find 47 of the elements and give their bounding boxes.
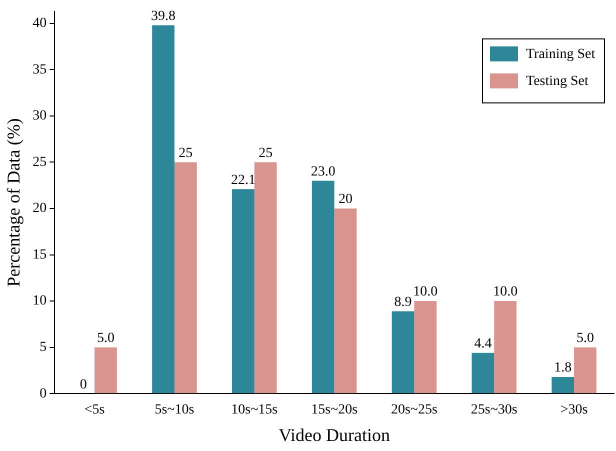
bar [232, 189, 254, 394]
bar [334, 208, 357, 394]
data-label: 10.0 [493, 284, 518, 300]
bar [94, 347, 117, 394]
data-label: 5.0 [96, 331, 114, 346]
bar [174, 162, 197, 394]
legend-label: Testing Set [526, 74, 589, 90]
data-label: 10.0 [413, 284, 438, 300]
x-tick-label: 25s~30s [470, 402, 518, 418]
y-tick-label: 20 [32, 201, 47, 216]
data-label: 22.1 [230, 172, 256, 188]
data-label: 25 [258, 146, 273, 161]
data-label: 4.4 [474, 336, 492, 352]
bar [414, 301, 437, 394]
data-label: 0 [80, 377, 87, 392]
x-tick-label: 15s~20s [311, 402, 358, 418]
x-axis-title: Video Duration [278, 424, 390, 445]
bar [152, 25, 174, 394]
data-label: 1.8 [554, 360, 572, 376]
data-label: 20 [338, 192, 352, 208]
y-tick-label: 15 [32, 247, 47, 262]
y-tick-label: 10 [32, 294, 47, 309]
y-tick-label: 25 [32, 154, 47, 170]
y-tick-label: 30 [32, 108, 47, 124]
bar [574, 347, 596, 394]
y-tick-label: 0 [40, 386, 47, 402]
x-tick-label: 20s~25s [390, 402, 438, 418]
bar [494, 301, 517, 394]
bar [392, 311, 414, 394]
x-tick-label: 10s~15s [231, 402, 278, 418]
x-tick-label: 5s~10s [154, 402, 194, 418]
data-label: 8.9 [394, 294, 412, 310]
bar [472, 352, 494, 394]
x-tick-label: >30s [560, 402, 588, 418]
y-tick-label: 40 [32, 16, 47, 32]
data-label: 23.0 [310, 164, 336, 180]
bar [254, 162, 277, 394]
y-axis-title: Percentage of Data (%) [4, 118, 24, 287]
y-tick-label: 35 [32, 62, 47, 78]
bar [312, 180, 334, 394]
data-label: 25 [178, 146, 193, 161]
bar [552, 376, 574, 394]
y-tick-label: 5 [40, 340, 47, 355]
legend-label: Training Set [526, 47, 596, 62]
data-label: 39.8 [151, 8, 176, 24]
data-label: 5.0 [576, 331, 594, 346]
x-tick-label: <5s [84, 402, 105, 418]
